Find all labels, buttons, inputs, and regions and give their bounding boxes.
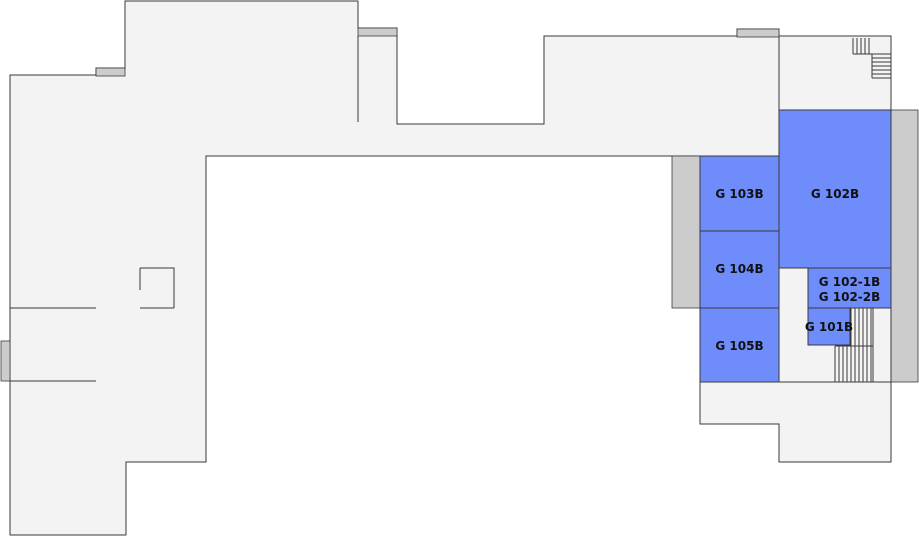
stairs-top bbox=[852, 38, 891, 79]
room-label-g101b: G 101B bbox=[805, 320, 853, 334]
gray-block-top-left bbox=[95, 67, 126, 77]
room-label-g102b: G 102B bbox=[811, 187, 859, 201]
column-box bbox=[139, 267, 175, 308]
room-label-g103b: G 103B bbox=[715, 187, 763, 201]
room-g102b[interactable] bbox=[778, 109, 892, 269]
stair-area-top bbox=[778, 35, 892, 111]
room-g101b[interactable] bbox=[807, 307, 851, 346]
room-label-g105b: G 105B bbox=[715, 339, 763, 353]
room-label-g104b: G 104B bbox=[715, 262, 763, 276]
stairs-bottom bbox=[834, 308, 874, 382]
floor-outline-right bbox=[699, 381, 892, 463]
gray-block-top-right bbox=[736, 28, 780, 38]
room-g104b[interactable] bbox=[699, 230, 780, 309]
room-g105b[interactable] bbox=[699, 307, 780, 383]
gray-block-wing-right bbox=[890, 109, 919, 383]
room-label-g102-2b: G 102-2B bbox=[819, 290, 881, 304]
floor-outline-main bbox=[9, 0, 780, 536]
room-label-g102-1b: G 102-1B bbox=[819, 275, 881, 289]
gray-block-left-side bbox=[0, 340, 11, 382]
room-g102-1b[interactable] bbox=[807, 267, 892, 309]
gray-block-wing-left bbox=[671, 155, 701, 309]
gray-block-top-mid bbox=[357, 27, 398, 37]
